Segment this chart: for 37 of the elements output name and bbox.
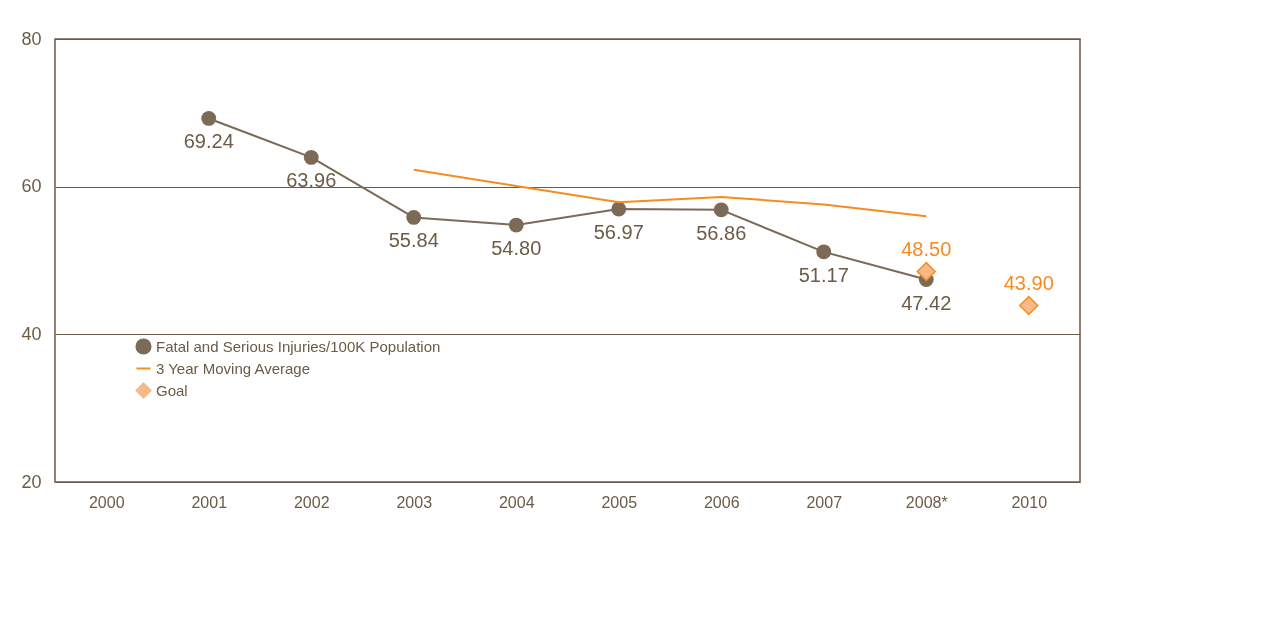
x-tick-label: 2000 [88, 493, 125, 511]
y-tick-label: 40 [21, 323, 42, 344]
legend-label: Goal [156, 381, 188, 399]
point [611, 201, 627, 217]
point [303, 150, 319, 165]
data-label: 56.97 [593, 221, 644, 244]
data-label: 56.86 [696, 221, 747, 244]
y-tick-label: 20 [21, 471, 42, 492]
point [816, 244, 832, 260]
data-label: 47.42 [901, 291, 952, 314]
x-tick-label: 2004 [498, 493, 535, 511]
data-label: 55.84 [388, 229, 439, 252]
data-label: 63.96 [286, 169, 337, 192]
y-tick-label: 60 [21, 176, 42, 197]
line-series [412, 168, 928, 218]
point [406, 209, 422, 225]
x-tick-label: 2008* [905, 493, 948, 511]
point [1019, 295, 1039, 316]
data-label: 43.90 [1003, 271, 1054, 294]
data-label: 48.50 [901, 237, 952, 260]
point [713, 202, 729, 218]
legend-label: 3 Year Moving Average [156, 359, 311, 377]
x-tick-label: 2007 [806, 493, 843, 511]
legend-label: Fatal and Serious Injuries/100K Population [156, 337, 441, 355]
point [916, 261, 936, 282]
x-tick-label: 2010 [1011, 493, 1048, 511]
data-label: 54.80 [491, 237, 542, 260]
y-tick-label: 80 [21, 28, 42, 49]
x-tick-label: 2001 [191, 493, 228, 511]
x-tick-label: 2005 [601, 493, 638, 511]
point [508, 217, 524, 233]
data-label: 51.17 [798, 263, 849, 286]
x-tick-label: 2003 [396, 493, 433, 511]
data-label: 69.24 [183, 130, 234, 153]
x-tick-label: 2006 [703, 493, 740, 511]
point [201, 111, 217, 126]
x-tick-label: 2002 [293, 493, 330, 511]
